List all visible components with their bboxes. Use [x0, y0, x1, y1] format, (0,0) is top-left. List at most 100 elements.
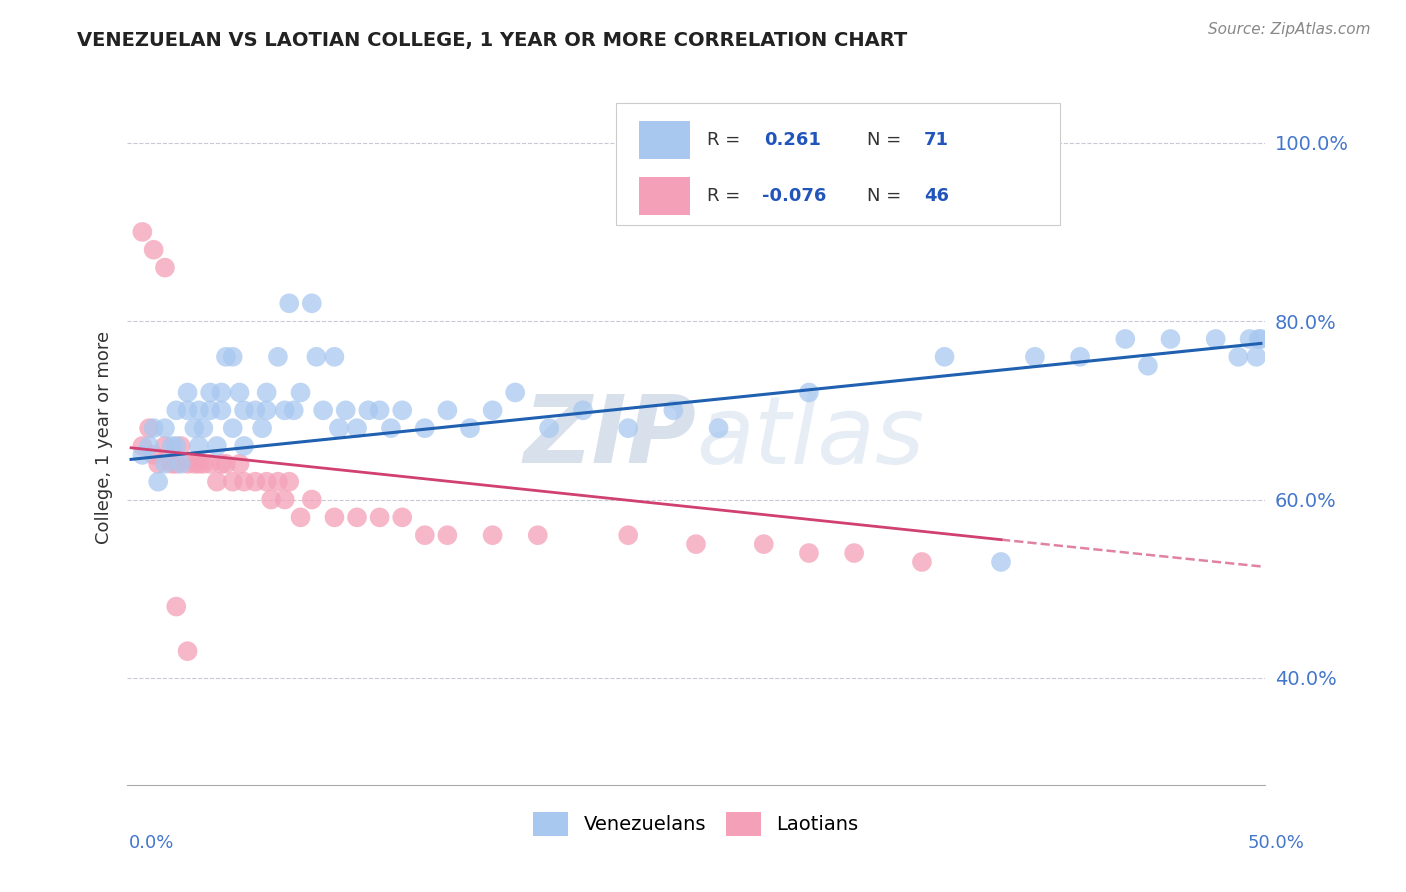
Point	[215, 457, 238, 471]
Text: 0.261: 0.261	[765, 131, 821, 149]
Point	[368, 510, 391, 524]
Point	[797, 546, 820, 560]
Point	[131, 225, 153, 239]
Point	[165, 599, 187, 614]
Point	[176, 457, 198, 471]
Point	[250, 421, 273, 435]
Point	[198, 385, 221, 400]
Text: 0.0%: 0.0%	[129, 834, 174, 852]
Point	[211, 385, 233, 400]
Point	[245, 403, 267, 417]
Point	[256, 475, 278, 489]
Point	[527, 528, 550, 542]
Point	[193, 421, 215, 435]
Point	[911, 555, 934, 569]
Point	[222, 475, 245, 489]
Point	[278, 475, 301, 489]
Point	[160, 439, 183, 453]
Point	[176, 385, 198, 400]
Point	[233, 439, 256, 453]
Point	[233, 475, 256, 489]
Y-axis label: College, 1 year or more: College, 1 year or more	[94, 331, 112, 543]
Point	[436, 403, 458, 417]
Point	[228, 457, 250, 471]
Point	[160, 457, 183, 471]
Text: VENEZUELAN VS LAOTIAN COLLEGE, 1 YEAR OR MORE CORRELATION CHART: VENEZUELAN VS LAOTIAN COLLEGE, 1 YEAR OR…	[77, 31, 908, 50]
Point	[797, 385, 820, 400]
Point	[138, 421, 160, 435]
Point	[481, 528, 503, 542]
Point	[990, 555, 1012, 569]
Point	[183, 421, 205, 435]
Point	[707, 421, 730, 435]
Text: R =: R =	[707, 131, 747, 149]
Point	[222, 350, 245, 364]
Text: ZIP: ZIP	[523, 391, 696, 483]
Point	[211, 403, 233, 417]
Point	[1069, 350, 1091, 364]
Point	[290, 385, 312, 400]
Point	[245, 475, 267, 489]
Point	[1136, 359, 1159, 373]
Point	[346, 510, 368, 524]
Point	[328, 421, 350, 435]
Point	[153, 457, 176, 471]
Point	[481, 403, 503, 417]
Point	[131, 448, 153, 462]
Point	[305, 350, 328, 364]
Point	[312, 403, 335, 417]
Point	[205, 439, 228, 453]
Point	[301, 492, 323, 507]
Point	[662, 403, 685, 417]
Point	[301, 296, 323, 310]
Point	[357, 403, 380, 417]
Point	[153, 421, 176, 435]
Point	[165, 457, 187, 471]
Point	[193, 457, 215, 471]
Point	[146, 457, 169, 471]
Point	[228, 385, 250, 400]
Point	[503, 385, 526, 400]
Point	[346, 421, 368, 435]
Point	[170, 457, 193, 471]
Point	[215, 350, 238, 364]
Point	[146, 475, 169, 489]
Point	[1247, 332, 1270, 346]
Point	[458, 421, 481, 435]
Point	[1024, 350, 1046, 364]
Point	[1250, 332, 1272, 346]
Point	[283, 403, 305, 417]
Point	[413, 421, 436, 435]
Point	[538, 421, 561, 435]
Point	[142, 243, 165, 257]
Point	[323, 510, 346, 524]
Point	[436, 528, 458, 542]
Point	[380, 421, 402, 435]
Bar	[640, 120, 690, 159]
Point	[222, 421, 245, 435]
Point	[391, 510, 413, 524]
Point	[1159, 332, 1181, 346]
Point	[260, 492, 283, 507]
Point	[267, 475, 290, 489]
Point	[278, 296, 301, 310]
Point	[176, 644, 198, 658]
Bar	[640, 177, 690, 215]
Point	[752, 537, 775, 551]
Point	[844, 546, 866, 560]
Text: R =: R =	[707, 186, 747, 204]
Point	[1239, 332, 1261, 346]
Point	[165, 403, 187, 417]
Point	[187, 403, 209, 417]
Point	[256, 403, 278, 417]
Point	[183, 457, 205, 471]
Text: atlas: atlas	[696, 392, 924, 483]
Point	[198, 403, 221, 417]
Text: -0.076: -0.076	[762, 186, 827, 204]
Point	[187, 439, 209, 453]
Point	[233, 403, 256, 417]
Point	[267, 350, 290, 364]
Text: N =: N =	[866, 186, 907, 204]
Point	[934, 350, 956, 364]
Text: 50.0%: 50.0%	[1249, 834, 1305, 852]
